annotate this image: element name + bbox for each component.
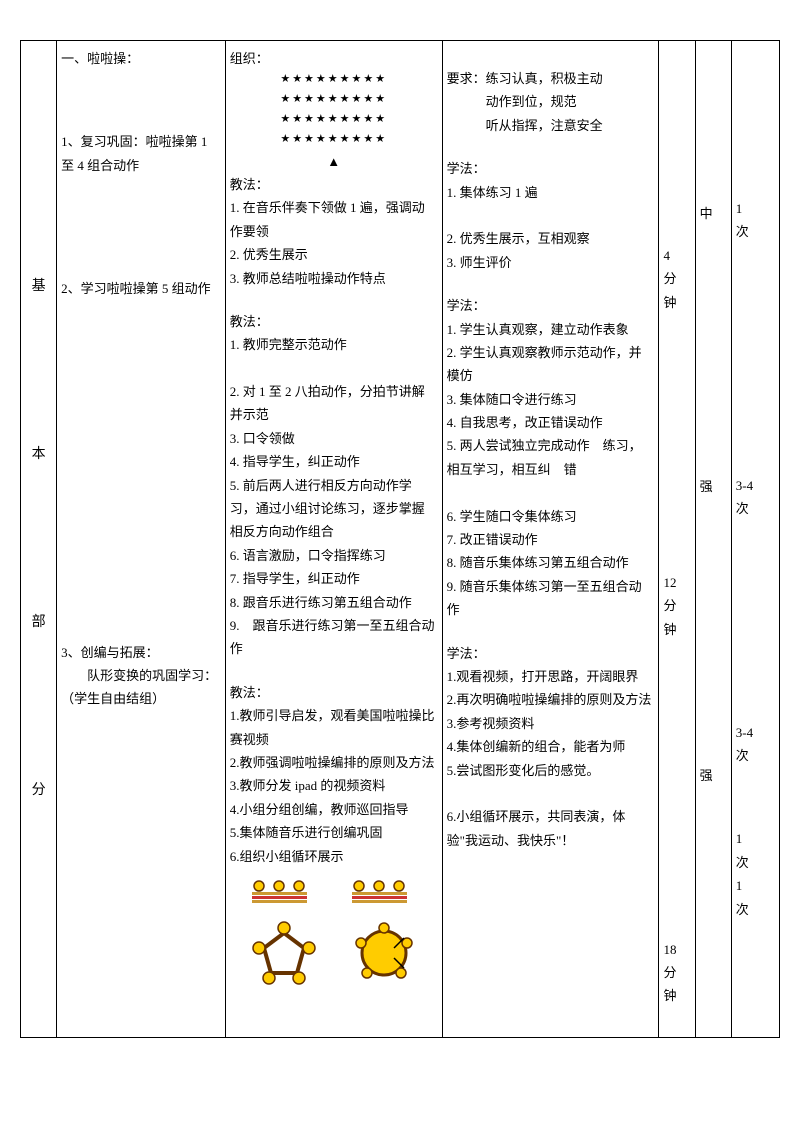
- list-item: 4. 自我思考，改正错误动作: [447, 411, 655, 434]
- formation-diagrams: [230, 878, 438, 908]
- formation-diagrams-row2: [230, 918, 438, 988]
- count-3: 3-4 次: [736, 721, 775, 768]
- list-item: 3. 教师总结啦啦操动作特点: [230, 267, 438, 290]
- list-item: [230, 357, 438, 380]
- learn2-title: 学法：: [447, 294, 655, 317]
- content-item-2: 2、学习啦啦操第 5 组动作: [61, 277, 221, 300]
- list-item: 2.再次明确啦啦操编排的原则及方法: [447, 688, 655, 711]
- list-item: [447, 782, 655, 805]
- list-item: 3.参考视频资料: [447, 712, 655, 735]
- intensity-column: 中 强 强: [695, 41, 731, 1038]
- section-title: 一、啦啦操：: [61, 47, 221, 70]
- list-item: 8. 跟音乐进行练习第五组合动作: [230, 591, 438, 614]
- req-line1: 要求：练习认真，积极主动: [447, 67, 655, 90]
- req-line2: 动作到位，规范: [447, 90, 655, 113]
- list-item: 6.组织小组循环展示: [230, 845, 438, 868]
- list-item: 1. 集体练习 1 遍: [447, 181, 655, 204]
- list-item: 8. 随音乐集体练习第五组合动作: [447, 551, 655, 574]
- learn3-title: 学法：: [447, 642, 655, 665]
- time-1: 4 分 钟: [663, 244, 690, 314]
- list-item: 4.小组分组创编，教师巡回指导: [230, 798, 438, 821]
- list-item: 2. 优秀生展示: [230, 243, 438, 266]
- time-3: 18 分 钟: [663, 938, 690, 1008]
- list-item: [447, 481, 655, 504]
- list-item: 3. 口令领做: [230, 427, 438, 450]
- content-column: 一、啦啦操： 1、复习巩固：啦啦操第 1 至 4 组合动作 2、学习啦啦操第 5…: [57, 41, 226, 1038]
- list-item: [447, 204, 655, 227]
- list-item: 5.尝试图形变化后的感觉。: [447, 759, 655, 782]
- teach2-title: 教法：: [230, 310, 438, 333]
- line-formation-icon: [349, 878, 419, 908]
- count-4: 1 次 1 次: [736, 827, 775, 921]
- star-row: ★★★★★★★★★: [230, 130, 438, 150]
- count-2: 3-4 次: [736, 474, 775, 521]
- teach1-title: 教法：: [230, 173, 438, 196]
- pentagon-formation-icon: [249, 918, 319, 988]
- list-item: 6. 语言激励，口令指挥练习: [230, 544, 438, 567]
- list-item: 3. 师生评价: [447, 251, 655, 274]
- list-item: 4.集体创编新的组合，能者为师: [447, 735, 655, 758]
- list-item: 2. 学生认真观察教师示范动作，并模仿: [447, 341, 655, 388]
- list-item: 5. 两人尝试独立完成动作 练习，相互学习，相互纠 错: [447, 434, 655, 481]
- list-item: 1. 在音乐伴奏下领做 1 遍，强调动作要领: [230, 196, 438, 243]
- learn2-list: 1. 学生认真观察，建立动作表象2. 学生认真观察教师示范动作，并模仿3. 集体…: [447, 318, 655, 622]
- list-item: 5. 前后两人进行相反方向动作学习，通过小组讨论练习，逐步掌握相反方向动作组合: [230, 474, 438, 544]
- lesson-plan-table: 基 本 部 分 一、啦啦操： 1、复习巩固：啦啦操第 1 至 4 组合动作 2、…: [20, 40, 780, 1038]
- list-item: 2. 对 1 至 2 八拍动作，分拍节讲解并示范: [230, 380, 438, 427]
- intensity-2: 强: [700, 475, 727, 498]
- org-label: 组织：: [230, 47, 438, 70]
- content-item-1: 1、复习巩固：啦啦操第 1 至 4 组合动作: [61, 130, 221, 177]
- learn1-list: 1. 集体练习 1 遍 2. 优秀生展示，互相观察3. 师生评价: [447, 181, 655, 275]
- learn1-title: 学法：: [447, 157, 655, 180]
- list-item: 4. 指导学生，纠正动作: [230, 450, 438, 473]
- teach3-list: 1.教师引导启发，观看美国啦啦操比赛视频2.教师强调啦啦操编排的原则及方法3.教…: [230, 704, 438, 868]
- content-item-3: 3、创编与拓展：: [61, 641, 221, 664]
- time-column: 4 分 钟 12 分 钟 18 分 钟: [659, 41, 695, 1038]
- count-column: 1 次 3-4 次 3-4 次 1 次 1 次: [731, 41, 779, 1038]
- star-row: ★★★★★★★★★: [230, 70, 438, 90]
- list-item: 2. 优秀生展示，互相观察: [447, 227, 655, 250]
- list-item: 6. 学生随口令集体练习: [447, 505, 655, 528]
- count-1: 1 次: [736, 197, 775, 244]
- teach1-list: 1. 在音乐伴奏下领做 1 遍，强调动作要领2. 优秀生展示3. 教师总结啦啦操…: [230, 196, 438, 290]
- triangle-marker: ▲: [230, 150, 438, 173]
- circle-formation-icon: [349, 918, 419, 988]
- list-item: 3.教师分发 ipad 的视频资料: [230, 774, 438, 797]
- section-label: 基 本 部 分: [21, 41, 57, 1038]
- list-item: 9. 随音乐集体练习第一至五组合动作: [447, 575, 655, 622]
- list-item: 7. 指导学生，纠正动作: [230, 567, 438, 590]
- list-item: 1. 教师完整示范动作: [230, 333, 438, 356]
- teach2-list: 1. 教师完整示范动作 2. 对 1 至 2 八拍动作，分拍节讲解并示范3. 口…: [230, 333, 438, 660]
- teaching-method-column: 组织： ★★★★★★★★★ ★★★★★★★★★ ★★★★★★★★★ ★★★★★★…: [225, 41, 442, 1038]
- content-item-3a: 队形变换的巩固学习：（学生自由结组）: [61, 664, 221, 711]
- star-row: ★★★★★★★★★: [230, 110, 438, 130]
- learning-method-column: 要求：练习认真，积极主动 动作到位，规范 听从指挥，注意安全 学法： 1. 集体…: [442, 41, 659, 1038]
- list-item: 3. 集体随口令进行练习: [447, 388, 655, 411]
- list-item: 1. 学生认真观察，建立动作表象: [447, 318, 655, 341]
- intensity-3: 强: [700, 764, 727, 787]
- list-item: 7. 改正错误动作: [447, 528, 655, 551]
- intensity-1: 中: [700, 202, 727, 225]
- line-formation-icon: [249, 878, 319, 908]
- list-item: 2.教师强调啦啦操编排的原则及方法: [230, 751, 438, 774]
- list-item: 1.观看视频，打开思路，开阔眼界: [447, 665, 655, 688]
- list-item: 5.集体随音乐进行创编巩固: [230, 821, 438, 844]
- list-item: 9. 跟音乐进行练习第一至五组合动作: [230, 614, 438, 661]
- list-item: 1.教师引导启发，观看美国啦啦操比赛视频: [230, 704, 438, 751]
- learn3-list: 1.观看视频，打开思路，开阔眼界2.再次明确啦啦操编排的原则及方法3.参考视频资…: [447, 665, 655, 852]
- star-row: ★★★★★★★★★: [230, 90, 438, 110]
- time-2: 12 分 钟: [663, 571, 690, 641]
- req-line3: 听从指挥，注意安全: [447, 114, 655, 137]
- teach3-title: 教法：: [230, 681, 438, 704]
- list-item: 6.小组循环展示，共同表演，体验"我运动、我快乐"！: [447, 805, 655, 852]
